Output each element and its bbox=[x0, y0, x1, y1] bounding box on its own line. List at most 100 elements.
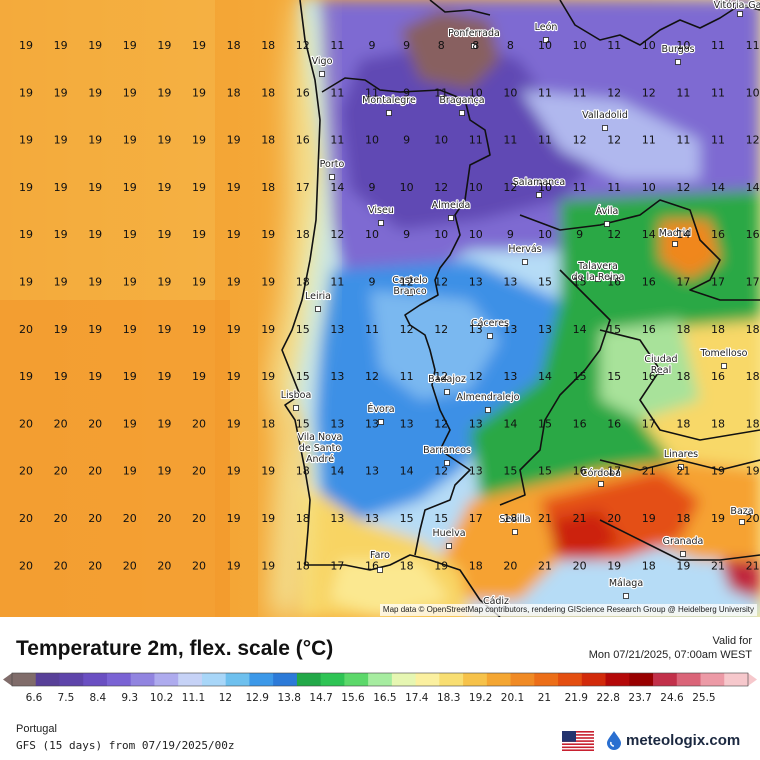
city-label: Badajoz bbox=[428, 374, 466, 385]
city-marker bbox=[448, 215, 454, 221]
grid-value: 20 bbox=[54, 417, 68, 430]
grid-value: 10 bbox=[676, 39, 690, 52]
grid-value: 19 bbox=[227, 512, 241, 525]
grid-value: 11 bbox=[538, 134, 552, 147]
grid-value: 9 bbox=[507, 228, 514, 241]
city-marker bbox=[522, 259, 528, 265]
grid-value: 12 bbox=[434, 181, 448, 194]
city-marker bbox=[293, 405, 299, 411]
grid-value: 11 bbox=[676, 86, 690, 99]
grid-value: 9 bbox=[369, 276, 376, 289]
grid-value: 11 bbox=[538, 86, 552, 99]
grid-value: 20 bbox=[54, 465, 68, 478]
grid-value: 14 bbox=[503, 417, 517, 430]
scale-swatch bbox=[415, 673, 440, 686]
city-label: Branco bbox=[393, 286, 426, 297]
grid-value: 19 bbox=[54, 276, 68, 289]
city-label: Granada bbox=[663, 536, 704, 547]
scale-label: 12 bbox=[219, 692, 232, 704]
meteologix-logo[interactable]: meteologix.com bbox=[604, 729, 740, 751]
grid-value: 12 bbox=[400, 276, 414, 289]
scale-swatch bbox=[59, 673, 84, 686]
scale-label: 22.8 bbox=[597, 692, 620, 704]
grid-value: 13 bbox=[469, 417, 483, 430]
grid-value: 10 bbox=[746, 86, 760, 99]
grid-value: 19 bbox=[157, 417, 171, 430]
scale-label: 18.3 bbox=[437, 692, 460, 704]
city-label: Burgos bbox=[661, 44, 694, 55]
city-label: Huelva bbox=[432, 528, 465, 539]
city-label: Porto bbox=[320, 159, 345, 170]
grid-value: 8 bbox=[507, 39, 514, 52]
grid-value: 19 bbox=[261, 228, 275, 241]
grid-value: 16 bbox=[573, 417, 587, 430]
city-label: Faro bbox=[370, 550, 390, 561]
grid-value: 18 bbox=[261, 181, 275, 194]
temperature-map[interactable]: Vitória-Gas Ponferrada León Burgos Vigo Monta… bbox=[0, 0, 760, 617]
grid-value: 19 bbox=[227, 134, 241, 147]
scale-swatch bbox=[486, 673, 512, 686]
us-flag-icon[interactable] bbox=[562, 731, 594, 751]
scale-label: 8.4 bbox=[89, 692, 106, 704]
grid-value: 12 bbox=[434, 465, 448, 478]
grid-value: 15 bbox=[607, 370, 621, 383]
grid-value: 18 bbox=[676, 323, 690, 336]
scale-label: 24.6 bbox=[660, 692, 684, 704]
scale-swatch bbox=[320, 673, 345, 686]
grid-value: 12 bbox=[642, 86, 656, 99]
grid-value: 19 bbox=[227, 370, 241, 383]
scale-swatch bbox=[463, 673, 488, 686]
city-marker bbox=[602, 125, 608, 131]
grid-value: 13 bbox=[400, 417, 414, 430]
city-marker bbox=[512, 529, 518, 535]
city-label: Hervás bbox=[508, 244, 541, 255]
grid-value: 19 bbox=[157, 86, 171, 99]
grid-value: 15 bbox=[296, 323, 310, 336]
grid-value: 10 bbox=[538, 39, 552, 52]
city-marker bbox=[378, 419, 384, 425]
grid-value: 11 bbox=[711, 134, 725, 147]
city-markers: Vitória-Gas Ponferrada León Burgos Vigo Monta… bbox=[280, 0, 760, 608]
grid-value: 18 bbox=[261, 86, 275, 99]
grid-value: 17 bbox=[746, 276, 760, 289]
grid-value: 9 bbox=[369, 181, 376, 194]
scale-swatch bbox=[368, 673, 393, 686]
city-marker bbox=[315, 306, 321, 312]
grid-value: 16 bbox=[365, 559, 379, 572]
scale-label: 21 bbox=[538, 692, 551, 704]
grid-value: 14 bbox=[642, 228, 656, 241]
grid-value: 20 bbox=[54, 512, 68, 525]
city-label: Vitória-Gas bbox=[714, 0, 760, 11]
grid-value: 12 bbox=[469, 370, 483, 383]
grid-value: 12 bbox=[607, 228, 621, 241]
grid-value: 18 bbox=[261, 134, 275, 147]
grid-value: 9 bbox=[403, 228, 410, 241]
grid-value: 19 bbox=[261, 276, 275, 289]
scale-swatch bbox=[391, 673, 417, 686]
grid-value: 19 bbox=[746, 465, 760, 478]
city-marker bbox=[721, 363, 727, 369]
grid-value: 10 bbox=[469, 86, 483, 99]
scale-label: 14.7 bbox=[309, 692, 332, 704]
grid-value: 21 bbox=[538, 512, 552, 525]
grid-value: 20 bbox=[54, 559, 68, 572]
map-attribution[interactable]: Map data © OpenStreetMap contributors, r… bbox=[379, 604, 757, 616]
city-label: Talavera bbox=[577, 261, 618, 272]
logo-text: meteologix.com bbox=[626, 731, 741, 749]
grid-value: 19 bbox=[88, 134, 102, 147]
grid-value: 10 bbox=[400, 181, 414, 194]
grid-value: 15 bbox=[573, 370, 587, 383]
grid-value: 20 bbox=[19, 559, 33, 572]
grid-value: 18 bbox=[676, 370, 690, 383]
grid-value: 19 bbox=[123, 134, 137, 147]
grid-value: 16 bbox=[642, 323, 656, 336]
grid-value: 14 bbox=[711, 181, 725, 194]
grid-value: 19 bbox=[157, 39, 171, 52]
city-marker bbox=[378, 220, 384, 226]
grid-value: 19 bbox=[607, 559, 621, 572]
grid-value: 19 bbox=[19, 276, 33, 289]
valid-for-label: Valid for bbox=[712, 635, 752, 647]
city-marker bbox=[446, 543, 452, 549]
grid-value: 10 bbox=[642, 39, 656, 52]
grid-value: 20 bbox=[192, 559, 206, 572]
